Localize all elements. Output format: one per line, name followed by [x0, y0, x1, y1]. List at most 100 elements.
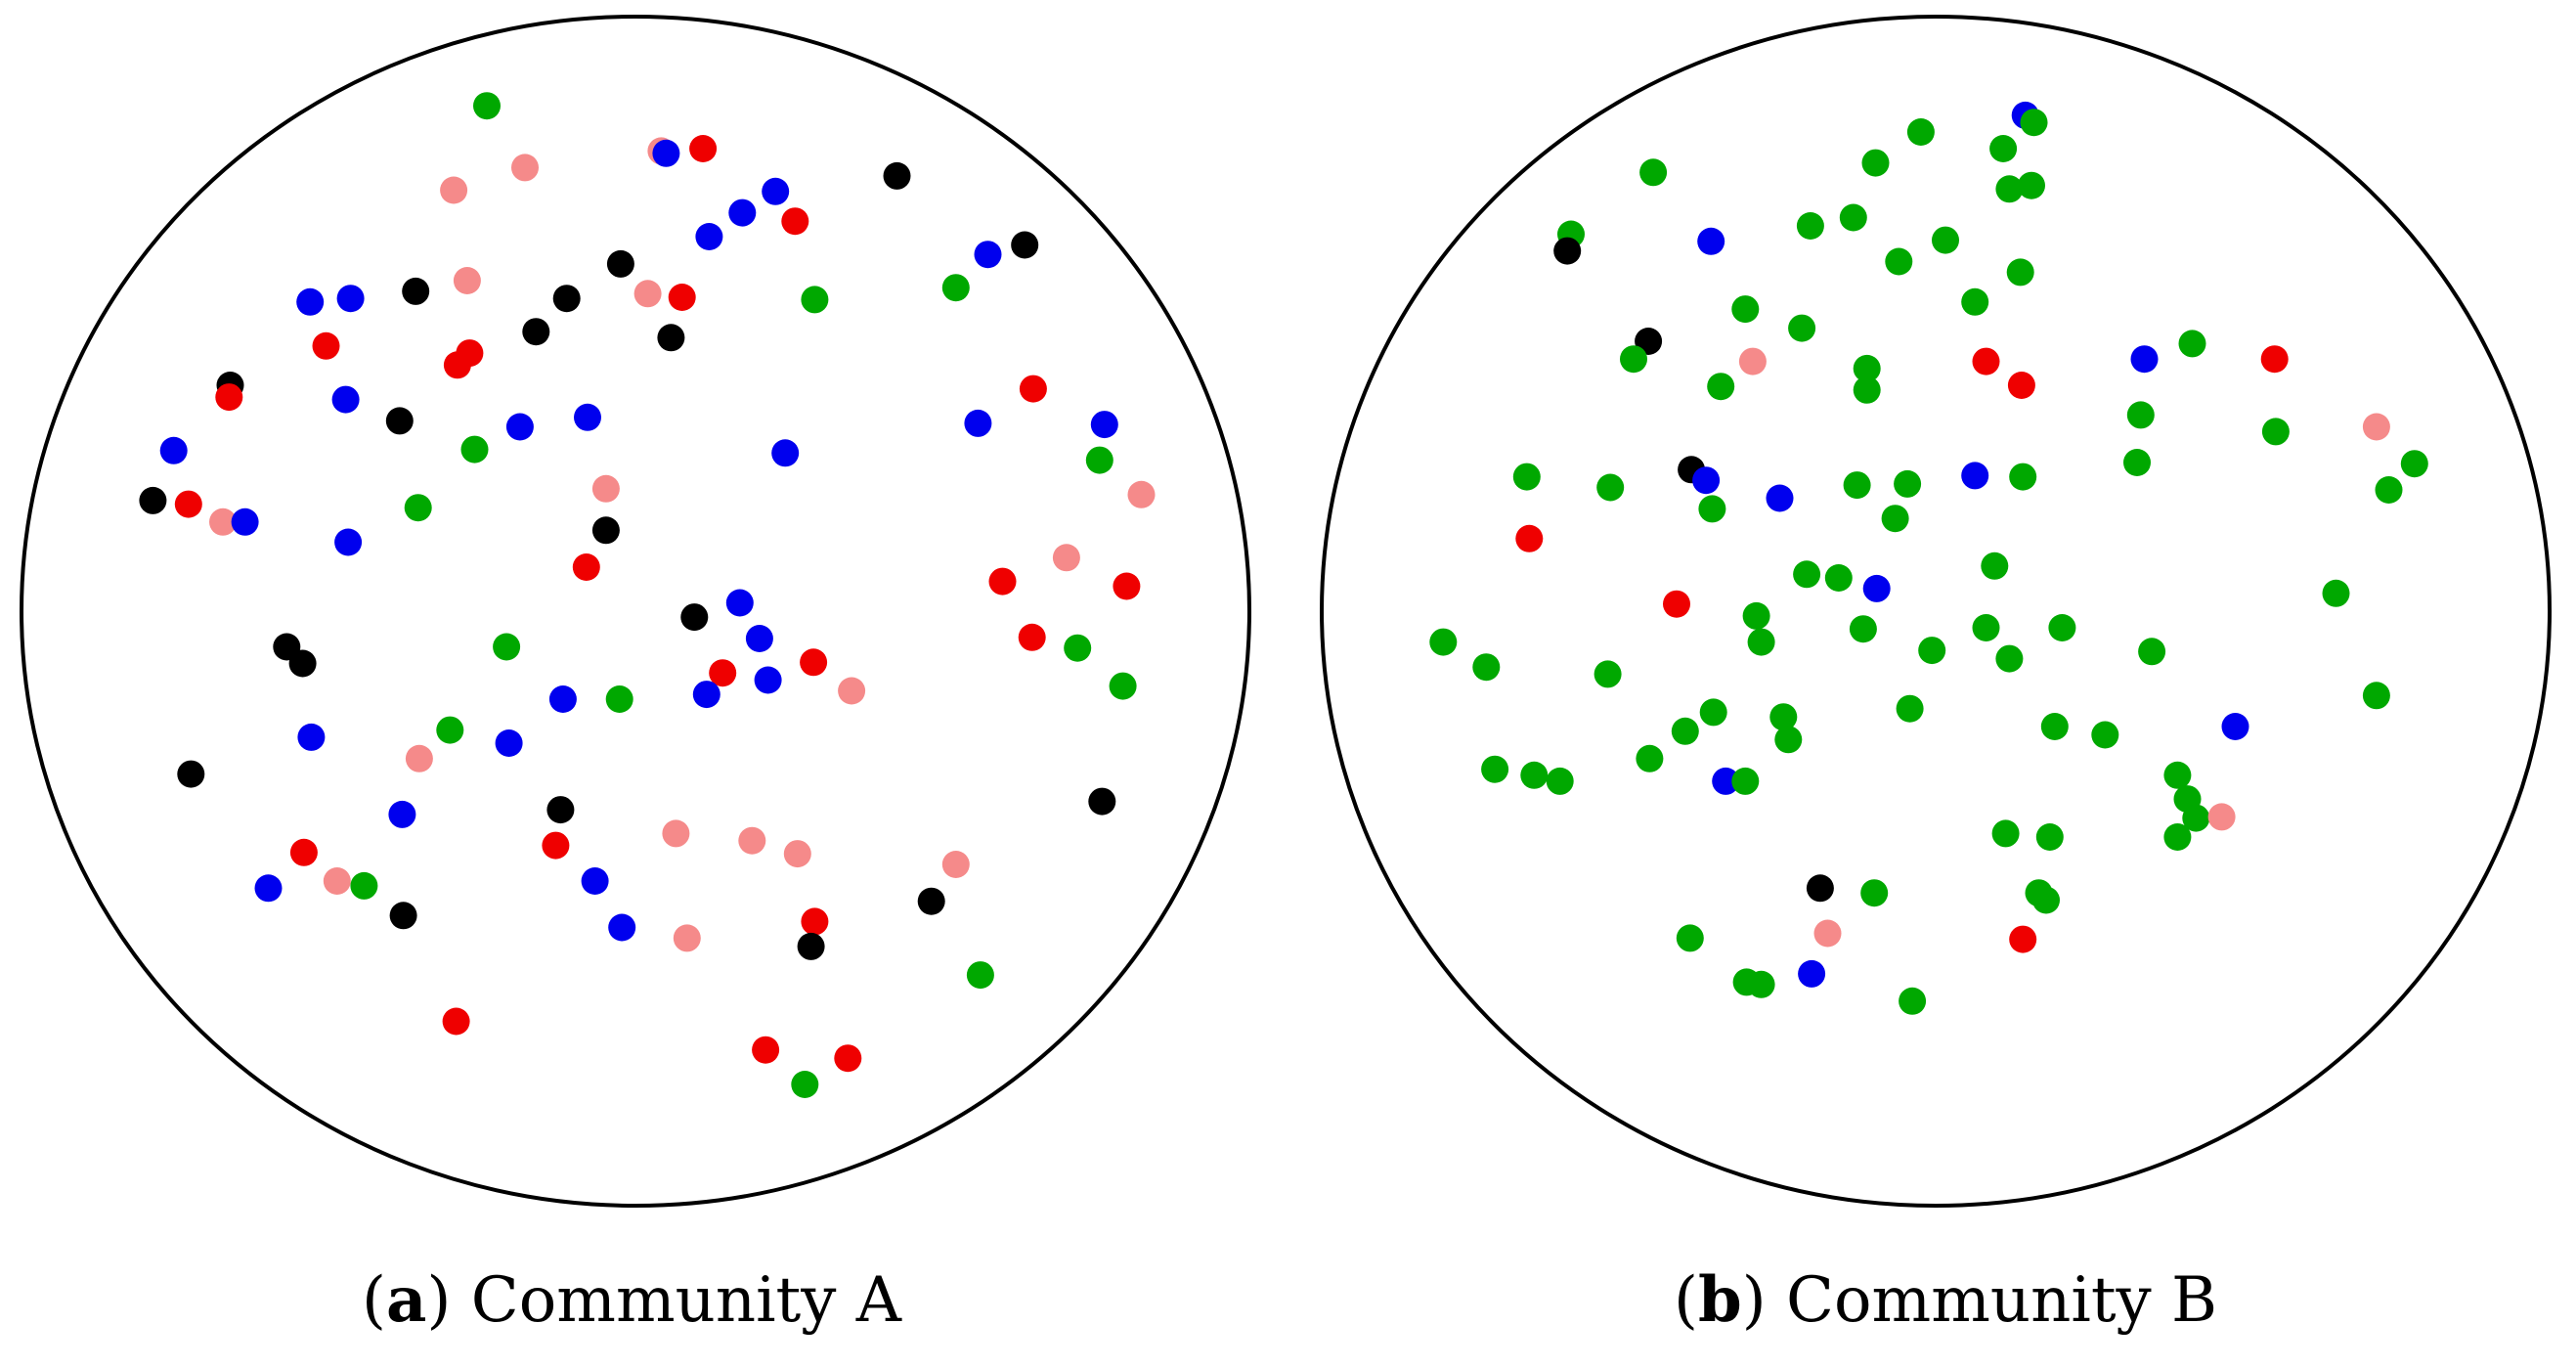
- community-b-points: [1429, 101, 2428, 1015]
- community-a-member-blue-11: [974, 241, 1002, 269]
- community-a-member-pink-50: [1127, 480, 1156, 508]
- community-a-member-black-92: [917, 887, 945, 915]
- community-a-member-blue-84: [254, 874, 283, 903]
- community-a-member-red-96: [752, 1036, 780, 1064]
- community-a-member-red-45: [572, 553, 600, 581]
- community-a-member-pink-79: [738, 826, 766, 855]
- community-a-member-pink-88: [673, 924, 701, 952]
- community-b-member-pink-84: [2207, 803, 2236, 831]
- community-a-member-blue-34: [574, 403, 601, 431]
- caption-b: (b) Community B: [1674, 1263, 2218, 1337]
- community-b-member-green-49: [1824, 564, 1853, 592]
- community-a-member-green-41: [404, 494, 432, 522]
- community-b-member-green-88: [1860, 879, 1889, 907]
- community-b-member-green-71: [2091, 721, 2119, 749]
- community-a-member-red-77: [542, 831, 570, 860]
- community-a-member-red-63: [709, 659, 737, 687]
- community-a-member-red-54: [1018, 623, 1046, 651]
- caption-a-label: a: [385, 1263, 427, 1337]
- community-a-member-black-37: [139, 486, 167, 514]
- community-a-member-red-97: [834, 1044, 862, 1073]
- community-a-member-green-55: [1064, 634, 1092, 662]
- community-a-member-pink-91: [941, 851, 970, 878]
- community-b-member-pink-92: [1813, 919, 1842, 948]
- community-a-member-blue-8: [695, 223, 723, 250]
- community-a-panel: [20, 15, 1251, 1208]
- community-a-member-blue-87: [608, 913, 636, 942]
- community-b-member-green-63: [1472, 653, 1501, 682]
- community-a-member-blue-65: [754, 666, 782, 694]
- community-a-member-red-25: [312, 331, 340, 360]
- community-b-member-green-33: [2400, 450, 2428, 478]
- community-b-member-blue-94: [1798, 959, 1826, 988]
- community-a-member-green-94: [966, 961, 994, 990]
- caption-b-text: Community B: [1786, 1264, 2218, 1337]
- community-a-member-red-5: [689, 135, 718, 162]
- community-b-member-green-20: [1620, 345, 1647, 374]
- community-a-member-blue-75: [388, 800, 416, 828]
- community-a-member-green-0: [473, 92, 501, 120]
- community-a-boundary: [20, 15, 1251, 1208]
- community-a-member-blue-61: [725, 589, 754, 617]
- community-b-member-green-73: [2362, 682, 2390, 710]
- community-a-member-red-53: [1113, 572, 1141, 600]
- community-b-member-green-85: [1991, 819, 2020, 848]
- community-a-member-blue-64: [692, 681, 720, 709]
- community-a-member-black-12: [1011, 231, 1039, 259]
- community-a-member-green-59: [493, 633, 521, 661]
- community-b-member-green-76: [1520, 761, 1549, 789]
- community-a-member-blue-33: [505, 413, 534, 441]
- community-a-member-red-16: [668, 284, 696, 311]
- community-a-member-pink-17: [633, 280, 662, 308]
- community-b-member-green-91: [1676, 924, 1704, 952]
- community-a-member-blue-30: [331, 385, 360, 414]
- community-a-member-blue-36: [159, 436, 188, 464]
- community-b-member-green-60: [1995, 644, 2024, 673]
- community-a-member-red-52: [988, 567, 1017, 596]
- community-a-member-black-90: [797, 932, 825, 960]
- community-b-member-green-24: [1853, 375, 1881, 404]
- community-a-member-blue-7: [728, 199, 757, 227]
- community-b-member-green-36: [1512, 463, 1541, 491]
- community-a-member-green-13: [801, 286, 829, 314]
- community-b-member-green-54: [1742, 601, 1770, 630]
- community-b-member-green-14: [1885, 247, 1913, 276]
- community-a-member-pink-73: [405, 744, 433, 772]
- community-a-member-blue-27: [336, 285, 365, 313]
- community-a-member-pink-67: [838, 677, 866, 705]
- community-b-member-green-59: [1918, 637, 1946, 665]
- community-a-member-blue-44: [334, 528, 363, 556]
- community-b-member-green-80: [2163, 761, 2192, 789]
- community-b-member-blue-41: [1766, 484, 1794, 512]
- community-b-member-pink-21: [1738, 347, 1767, 375]
- community-b-member-green-46: [2009, 463, 2037, 491]
- community-b-panel: [1320, 15, 2552, 1208]
- community-a-member-red-29: [215, 383, 243, 412]
- community-a-member-red-95: [442, 1007, 470, 1036]
- community-a-member-red-66: [800, 648, 828, 677]
- community-b-member-green-57: [1972, 614, 2000, 641]
- community-b-member-green-67: [1769, 703, 1798, 731]
- community-a-member-black-18: [552, 285, 581, 313]
- community-b-member-green-51: [1981, 552, 2009, 580]
- community-b-member-green-8: [1839, 203, 1867, 232]
- community-b-member-blue-78: [1712, 767, 1740, 795]
- community-a-member-black-31: [385, 407, 414, 435]
- community-a-member-black-15: [606, 249, 634, 278]
- community-b-member-green-90: [2032, 886, 2060, 914]
- community-a-member-blue-48: [1090, 411, 1118, 439]
- community-b-member-green-58: [2048, 614, 2076, 641]
- community-b-member-green-6: [1995, 175, 2024, 203]
- community-b-member-green-7: [2018, 171, 2045, 199]
- community-a-member-blue-72: [495, 729, 523, 757]
- community-a-member-green-83: [350, 871, 378, 900]
- community-b-member-green-66: [1671, 717, 1699, 745]
- community-b-member-green-10: [1932, 226, 1959, 254]
- community-b-member-green-74: [1636, 744, 1664, 772]
- community-b-member-green-75: [1481, 755, 1509, 783]
- community-a-member-pink-39: [209, 507, 237, 536]
- community-b-member-green-37: [1596, 473, 1625, 502]
- community-b-member-green-43: [1894, 469, 1922, 498]
- caption-a: (a) Community A: [362, 1263, 901, 1337]
- community-b-member-green-3: [1989, 135, 2018, 162]
